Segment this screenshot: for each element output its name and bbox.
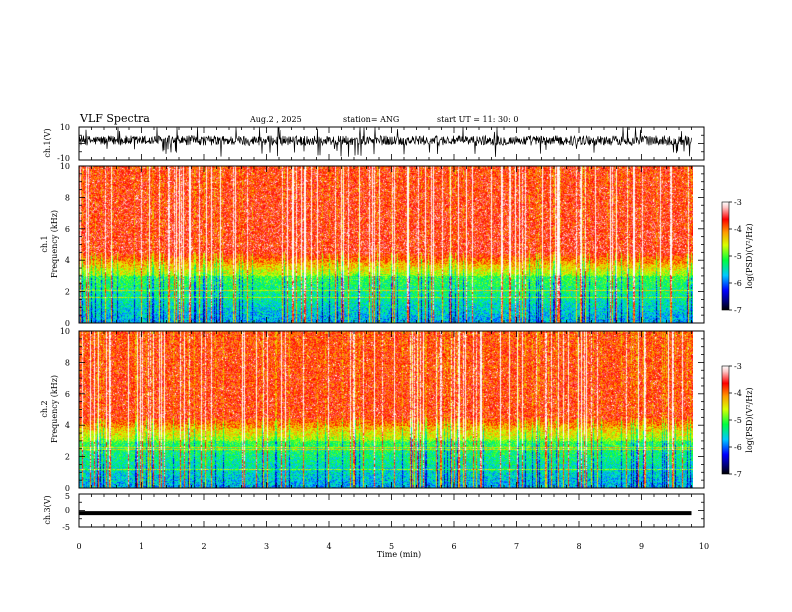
ch1-waveform-line (78, 127, 692, 157)
x-tick-label: 7 (514, 542, 519, 551)
ch1-waveform-panel: 10 -10 ch.1(V) (43, 123, 705, 163)
ch2-spectrogram-ylabel-frequency: Frequency (kHz) (50, 375, 59, 443)
x-tick-label: 8 (576, 542, 581, 551)
frequency-tick-label: 2 (65, 453, 70, 462)
frequency-tick-label: 6 (65, 390, 70, 399)
ch2-spectrogram-ylabel-channel: ch.2 (40, 400, 49, 417)
x-tick-label: 3 (264, 542, 269, 551)
x-tick-label: 5 (389, 542, 394, 551)
x-tick-label: 4 (326, 542, 331, 551)
colorbar-tick-label: -5 (734, 252, 742, 261)
figure-title: VLF Spectra (79, 112, 150, 125)
frequency-tick-label: 8 (65, 193, 70, 202)
station-label: station= ANG (343, 115, 399, 124)
frequency-tick-label: 8 (65, 358, 70, 367)
x-tick-label: 9 (639, 542, 644, 551)
colorbar-tick-label: -7 (734, 306, 742, 315)
frequency-tick-label: 10 (60, 327, 70, 336)
x-axis-tick-labels: 0 1 2 3 4 5 6 7 8 9 10 (76, 542, 709, 551)
colorbar-tick-label: -3 (734, 362, 742, 371)
colorbar-tick-label: -7 (734, 470, 742, 479)
ch1-waveform-trace (78, 127, 692, 157)
x-tick-label: 10 (699, 542, 709, 551)
colorbar-tick-label: -4 (734, 389, 742, 398)
colorbar-tick-label: -6 (734, 443, 742, 452)
ch1-colorbar: -3 -4 -5 -6 -7 log(PSD)(V²/Hz) (721, 198, 754, 315)
colorbar-tick-label: -4 (734, 225, 742, 234)
ch1-spectrogram-heatmap (79, 166, 693, 323)
ch2-colorbar: -3 -4 -5 -6 -7 log(PSD)(V²/Hz) (721, 362, 754, 479)
ch1-colorbar-gradient (721, 201, 730, 311)
ch1-spectrogram-ylabel-frequency: Frequency (kHz) (50, 210, 59, 278)
ch1-waveform-ytick-top: 10 (60, 123, 70, 132)
frequency-tick-label: 6 (65, 225, 70, 234)
ch1-spectrogram-panel: 0 2 4 6 8 10 ch.1 Frequency (kHz) (40, 162, 705, 328)
frequency-tick-label: 0 (65, 484, 70, 493)
colorbar-tick-label: -3 (734, 198, 742, 207)
frequency-tick-label: 2 (65, 288, 70, 297)
frequency-tick-label: 0 (65, 319, 70, 328)
x-tick-label: 2 (201, 542, 206, 551)
frequency-tick-label: 4 (65, 421, 70, 430)
ch1-waveform-ylabel: ch.1(V) (43, 128, 52, 157)
ch1-spectrogram-ylabel-channel: ch.1 (40, 235, 49, 252)
ch2-spectrogram-panel: 0 2 4 6 8 10 ch.2 Frequency (kHz) (40, 327, 705, 493)
colorbar-tick-label: -5 (734, 416, 742, 425)
x-tick-label: 0 (76, 542, 81, 551)
ch3-waveform-ytick-bottom: -5 (62, 523, 70, 532)
date-label: Aug.2 , 2025 (249, 115, 302, 124)
frequency-tick-label: 4 (65, 256, 70, 265)
ch2-colorbar-label: log(PSD)(V²/Hz) (745, 387, 754, 452)
x-tick-label: 6 (451, 542, 456, 551)
ch1-colorbar-label: log(PSD)(V²/Hz) (745, 223, 754, 288)
ch3-waveform-ytick-mid: 0 (65, 506, 70, 515)
start-ut-label: start UT = 11: 30: 0 (437, 115, 518, 124)
ch3-waveform-ytick-top: 5 (65, 492, 70, 501)
x-tick-label: 1 (139, 542, 144, 551)
colorbar-tick-label: -6 (734, 279, 742, 288)
ch1-waveform-ytick-bottom: -10 (57, 154, 70, 163)
ch2-colorbar-gradient (721, 365, 730, 475)
frequency-tick-label: 10 (60, 162, 70, 171)
ch3-waveform-panel: 5 0 -5 ch.3(V) (43, 492, 705, 532)
ch3-waveform-ylabel: ch.3(V) (43, 495, 52, 524)
ch2-spectrogram-heatmap (79, 331, 693, 488)
x-axis-label: Time (min) (377, 550, 421, 559)
